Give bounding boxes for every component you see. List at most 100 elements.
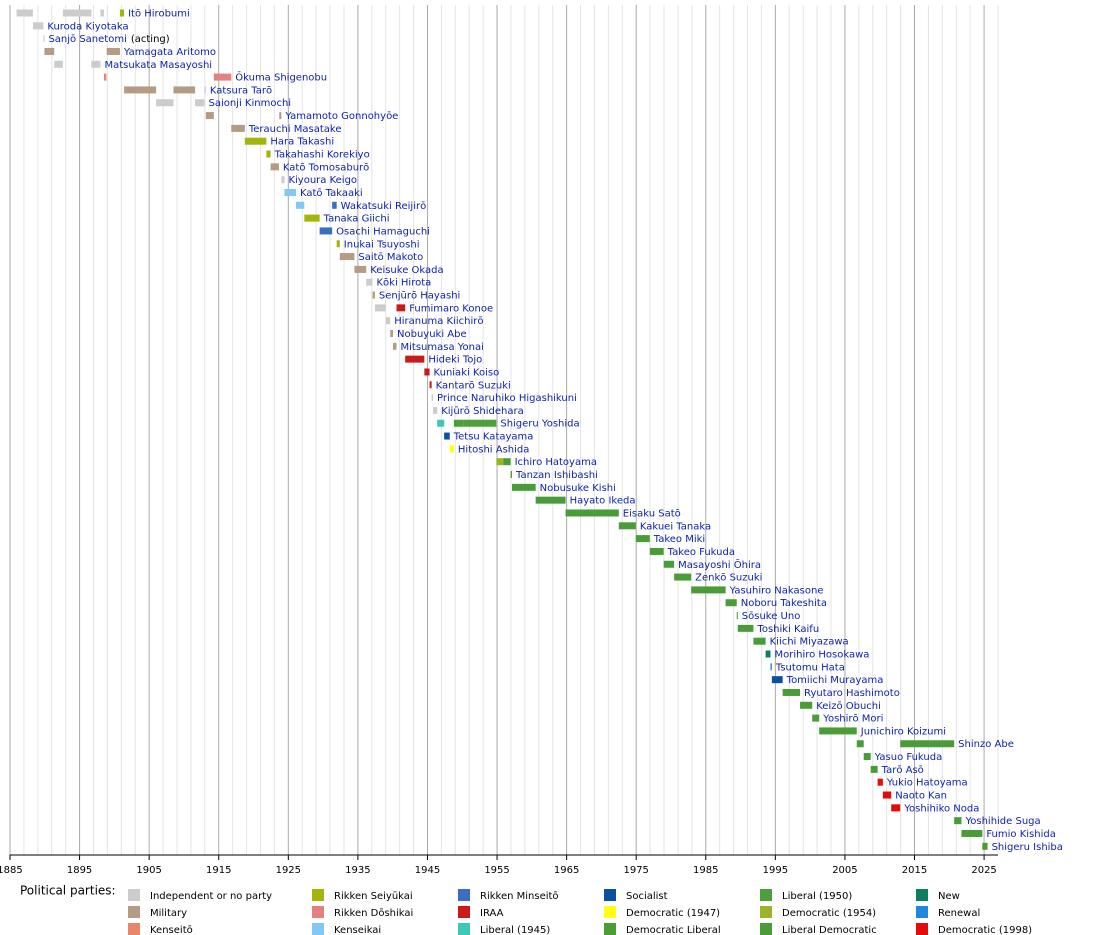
term-bar [431,394,434,402]
term-bar [635,535,650,543]
term-bar [231,124,245,132]
pm-name-text: Junichiro Koizumi [860,726,946,737]
pm-name: Inukai Tsuyoshi [344,239,420,250]
pm-name-text: Kantarō Suzuki [436,380,511,391]
term-bar [674,573,692,581]
term-bar [453,419,464,427]
pm-name: Ryutaro Hashimoto [804,688,900,699]
term-bar [882,791,892,799]
term-bar [424,368,430,376]
pm-name: Shigeru Yoshida [500,419,579,430]
pm-name: Tanaka Giichi [323,214,390,225]
term-bar [512,483,536,491]
legend-label: Kenseitō [150,925,193,935]
pm-name: Saionji Kinmochi [208,98,291,109]
pm-name: Noboru Takeshita [741,598,827,609]
legend-label: Liberal (1945) [480,925,550,935]
pm-name-text: Katsura Tarō [210,85,272,96]
pm-name: Eisaku Satō [623,508,681,519]
pm-name-text: Inukai Tsuyoshi [344,239,420,250]
term-bar [119,9,125,17]
pm-name-text: Terauchi Masatake [248,124,342,135]
x-tick-label: 1945 [415,865,440,876]
term-bar [100,9,104,17]
pm-name-text: Tetsu Katayama [453,432,534,443]
pm-name: Yoshihide Suga [964,816,1040,827]
term-bar [124,86,157,94]
term-bar [284,188,296,196]
term-bar [449,445,454,453]
pm-name-text: Senjūrō Hayashi [379,291,460,302]
term-bar [205,112,214,120]
pm-name-text: Yamagata Aritomo [123,47,216,58]
pm-name-text: Katō Takaaki [300,188,363,199]
term-bar [782,688,801,696]
pm-name: Kiichi Miyazawa [770,637,849,648]
term-bar [856,740,864,748]
pm-name: Tetsu Katayama [453,432,534,443]
legend-swatch [458,923,470,935]
term-bar [510,471,513,479]
pm-name-text: Naoto Kan [895,791,947,802]
x-tick-label: 2015 [902,865,927,876]
term-bar [396,304,406,312]
term-bar [336,240,340,248]
pm-name-text: Hayato Ikeda [570,496,636,507]
legend-label: Democratic (1947) [626,908,720,919]
term-bar [354,265,367,273]
pm-name: Itō Hirobumi [128,9,190,20]
term-bar [649,547,664,555]
legend-swatch [312,906,324,918]
pm-name: Yamagata Aritomo [123,47,216,58]
legend-label: Rikken Minseitō [480,891,559,902]
pm-name-text: Kiichi Miyazawa [770,637,849,648]
pm-name-text: Toshiki Kaifu [756,624,819,635]
pm-name: Nobusuke Kishi [540,483,616,494]
pm-name-text: Mitsumasa Yonai [401,342,484,353]
term-bar [213,73,232,81]
pm-name: Junichiro Koizumi [860,726,946,737]
pm-name-text: Eisaku Satō [623,508,681,519]
legend-swatch [312,889,324,901]
legend-swatch [458,889,470,901]
pm-name: Saitō Makoto [358,252,423,263]
legend-label: Democratic Liberal [626,925,721,935]
pm-name: Tanzan Ishibashi [515,470,598,481]
term-bar [270,163,279,171]
pm-name: Takeo Miki [653,534,705,545]
pm-name: Kantarō Suzuki [436,380,511,391]
legend-label: Renewal [938,908,980,919]
legend-label: Rikken Seiyūkai [334,891,413,902]
pm-name-text: Ichiro Hatoyama [515,457,597,468]
legend-label: Kenseikai [334,925,381,935]
term-bar [982,842,988,850]
term-bar [106,47,120,55]
pm-name-text: Kōki Hirota [376,278,431,289]
legend-swatch [916,906,928,918]
pm-name-text: Sōsuke Uno [742,611,801,622]
term-bar [770,663,772,671]
legend-swatch [916,889,928,901]
term-bar [736,612,738,620]
pm-name: Senjūrō Hayashi [379,291,460,302]
legend-swatch [916,923,928,935]
pm-name: Hara Takashi [270,137,334,148]
legend-swatch [604,889,616,901]
x-tick-label: 1965 [554,865,579,876]
pm-name: Morihiro Hosokawa [774,650,869,661]
term-bar [565,509,619,517]
term-bar [385,317,391,325]
pm-name-text: Yoshihide Suga [964,816,1040,827]
legend-title: Political parties: [20,884,116,898]
x-tick-label: 1985 [693,865,718,876]
legend-label: Rikken Dōshikai [334,908,413,919]
x-tick-label: 1915 [206,865,231,876]
x-tick-label: 1885 [0,865,23,876]
pm-name-text: Wakatsuki Reijirō [341,201,427,212]
pm-name-text: Prince Naruhiko Higashikuni [437,393,577,404]
term-bar [393,342,397,350]
term-bar [463,419,497,427]
pm-name-text: Kuniaki Koiso [434,367,500,378]
pm-name-text: Ryutaro Hashimoto [804,688,900,699]
pm-name-text: Shigeru Ishiba [992,842,1063,853]
